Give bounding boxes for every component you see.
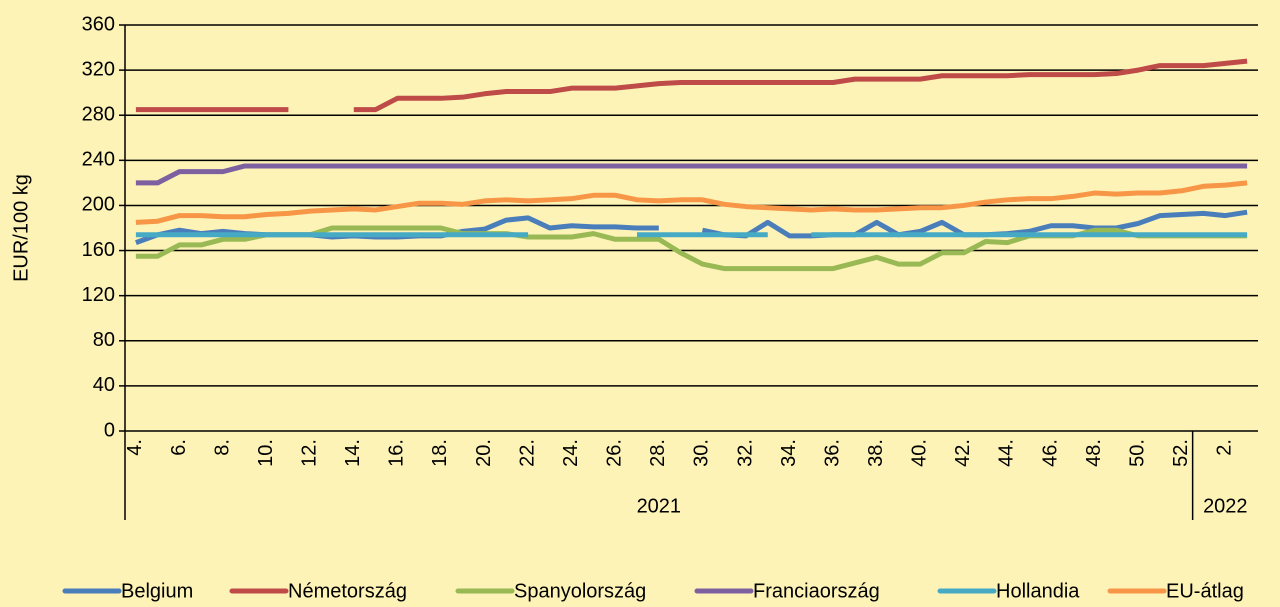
x-tick-label: 32. [734,439,756,467]
x-tick-label: 18. [429,439,451,467]
legend-label: EU-átlag [1166,580,1244,602]
x-tick-label: 48. [1083,439,1105,467]
y-tick-label: 160 [82,239,115,261]
x-tick-label: 14. [342,439,364,467]
x-tick-label: 4. [124,439,146,456]
legend-label: Németország [288,580,407,602]
x-tick-label: 50. [1126,439,1148,467]
x-tick-label: 52. [1170,439,1192,467]
x-tick-label: 36. [821,439,843,467]
y-tick-label: 120 [82,284,115,306]
x-group-label: 2021 [637,495,682,517]
y-tick-label: 280 [82,104,115,126]
y-tick-label: 320 [82,58,115,80]
y-tick-label: 80 [93,329,115,351]
x-tick-label: 8. [211,439,233,456]
x-tick-label: 40. [909,439,931,467]
legend-label: Belgium [121,580,193,602]
legend-label: Spanyolország [514,580,646,602]
x-group-label: 2022 [1203,495,1248,517]
series-line [135,209,1248,246]
x-tick-label: 44. [996,439,1018,467]
x-tick-label: 26. [604,439,626,467]
legend-label: Franciaország [753,580,880,602]
y-axis-label: EUR/100 kg [10,174,32,282]
x-tick-label: 30. [691,439,713,467]
y-tick-label: 0 [104,419,115,441]
x-tick-label: 34. [778,439,800,467]
x-tick-label: 2. [1214,439,1236,456]
x-tick-label: 16. [386,439,408,467]
y-tick-label: 40 [93,374,115,396]
x-tick-label: 20. [473,439,495,467]
y-tick-label: 200 [82,194,115,216]
series-line [135,163,1248,186]
x-tick-label: 24. [560,439,582,467]
series-line [135,180,1248,225]
y-tick-label: 360 [82,13,115,35]
x-tick-label: 10. [255,439,277,467]
x-tick-label: 6. [168,439,190,456]
x-tick-label: 12. [298,439,320,467]
x-tick-label: 22. [516,439,538,467]
x-tick-label: 28. [647,439,669,467]
x-tick-label: 46. [1039,439,1061,467]
x-tick-label: 42. [952,439,974,467]
x-tick-label: 38. [865,439,887,467]
legend-label: Hollandia [996,580,1080,602]
series-line [135,58,1248,113]
y-tick-label: 240 [82,149,115,171]
